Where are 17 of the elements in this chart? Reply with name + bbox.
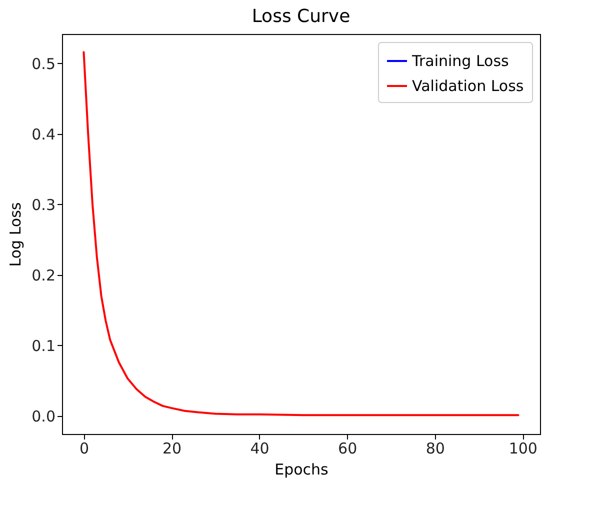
y-tick-label: 0.5 — [32, 54, 56, 73]
y-tick-label: 0.4 — [32, 125, 56, 144]
x-tick-label: 80 — [426, 440, 445, 458]
x-tick-label: 20 — [162, 440, 182, 458]
x-tick-label: 0 — [79, 440, 89, 458]
y-tick-label: 0.3 — [32, 196, 56, 214]
x-axis-title: Epochs — [274, 460, 329, 478]
chart-title: Loss Curve — [252, 6, 350, 27]
y-tick-label: 0.0 — [32, 407, 56, 426]
x-tick-label: 60 — [338, 440, 358, 458]
legend-label: Training Loss — [411, 52, 510, 70]
legend-label: Validation Loss — [412, 77, 524, 95]
y-axis-title: Log Loss — [6, 202, 25, 267]
x-tick-label: 100 — [508, 440, 538, 458]
y-tick-label: 0.1 — [32, 336, 56, 355]
y-tick-label: 0.2 — [32, 266, 56, 284]
x-tick-label: 40 — [250, 440, 270, 458]
